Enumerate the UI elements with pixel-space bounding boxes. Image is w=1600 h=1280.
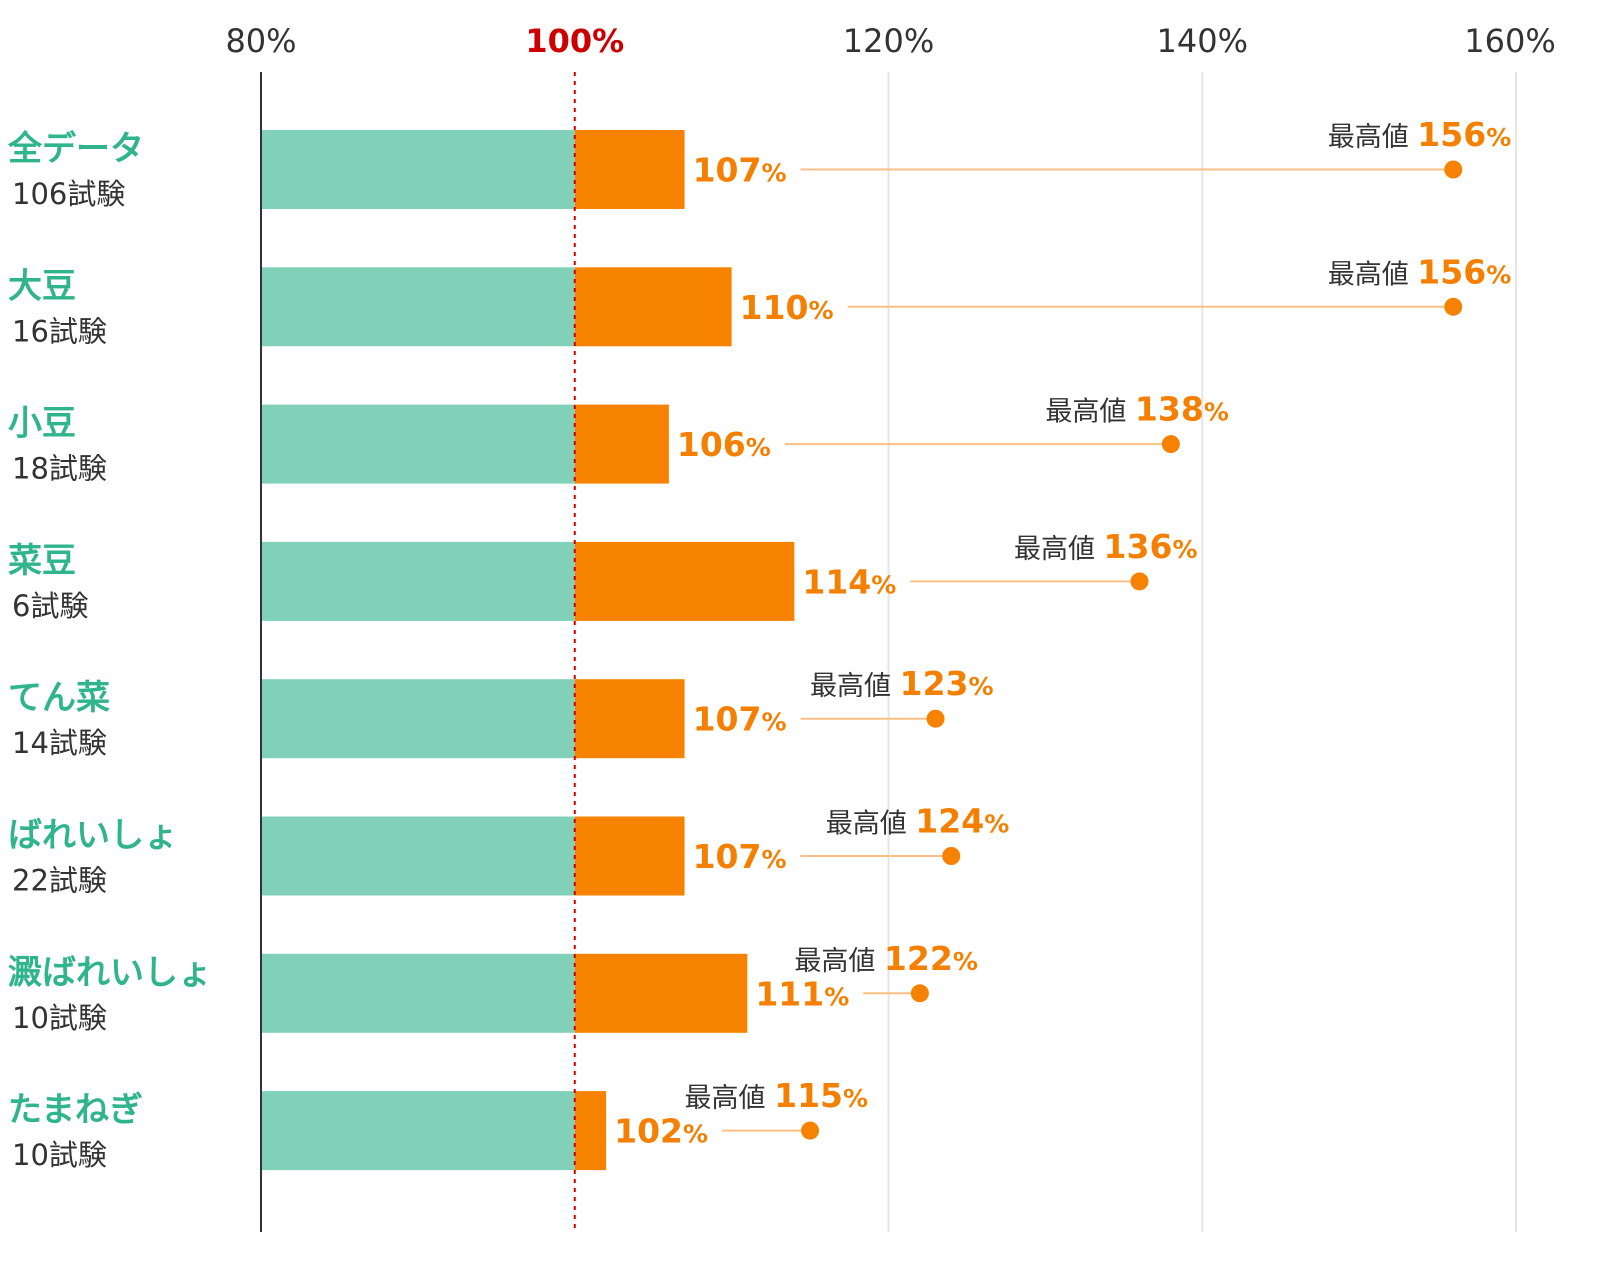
bar-value-label: 110% xyxy=(740,288,834,327)
bars xyxy=(261,130,795,1171)
tick-label: 140% xyxy=(1157,22,1248,60)
max-value-number: 156 xyxy=(1417,115,1486,154)
bar-increase xyxy=(574,816,685,896)
max-value-marker xyxy=(1161,435,1180,454)
bar-baseline xyxy=(261,267,575,347)
bar-baseline xyxy=(261,404,575,484)
max-value-marker xyxy=(942,847,961,865)
category-name: 全データ xyxy=(7,129,144,169)
tick-label: 160% xyxy=(1464,22,1555,60)
bar-baseline xyxy=(261,816,575,896)
max-value-marker xyxy=(926,709,945,728)
max-value-unit: % xyxy=(1486,123,1511,152)
value-labels: 107% 最高値 156% 110% 最高値 156% 106% 最高値 138% 114%… xyxy=(614,115,1511,1151)
category-name: たまねぎ xyxy=(8,1090,143,1130)
category-name: 澱ばれいしょ xyxy=(8,953,212,993)
category-trials: 22試験 xyxy=(12,864,107,898)
category-trials: 6試験 xyxy=(12,589,88,623)
bar-baseline xyxy=(261,953,575,1033)
max-value-unit: % xyxy=(843,1084,868,1113)
category-trials: 14試験 xyxy=(12,726,107,760)
bar-increase xyxy=(574,267,732,347)
bar-increase xyxy=(574,953,748,1033)
category-name: 大豆 xyxy=(8,266,76,306)
category-trials: 18試験 xyxy=(12,452,107,486)
max-value-unit: % xyxy=(984,810,1009,839)
max-value-label: 最高値 136% xyxy=(1014,527,1198,566)
bar-baseline xyxy=(261,130,575,209)
max-value-number: 156 xyxy=(1417,252,1486,291)
max-value-unit: % xyxy=(969,672,994,701)
bar-value-label: 111% xyxy=(755,974,849,1013)
bar-increase xyxy=(574,541,795,621)
bar-value-unit: % xyxy=(761,159,786,188)
max-value-number: 115 xyxy=(774,1076,843,1115)
grid-lines xyxy=(887,72,1517,1232)
max-value-marker xyxy=(801,1121,820,1140)
max-value-number: 138 xyxy=(1135,390,1204,429)
tick-label: 80% xyxy=(225,22,296,60)
category-trials: 106試験 xyxy=(12,177,125,211)
max-value-marker xyxy=(1444,160,1463,179)
bar-baseline xyxy=(261,1091,575,1171)
category-name: 菜豆 xyxy=(8,541,76,581)
max-value-number: 136 xyxy=(1104,527,1173,566)
max-value-number: 123 xyxy=(900,664,969,703)
bar-value-unit: % xyxy=(824,982,849,1011)
bar-value-unit: % xyxy=(809,296,834,325)
max-value-unit: % xyxy=(953,947,978,976)
category-name: てん菜 xyxy=(8,678,110,718)
bar-value-unit: % xyxy=(683,1120,708,1149)
max-value-marker xyxy=(1444,297,1463,316)
reference-tick-label: 100% xyxy=(525,22,624,60)
category-trials: 10試験 xyxy=(12,1138,107,1172)
bar-increase xyxy=(574,130,685,209)
bar-baseline xyxy=(261,541,575,621)
bar-value-label: 107% xyxy=(693,837,787,876)
category-trials: 16試験 xyxy=(12,314,107,348)
bar-value-unit: % xyxy=(761,845,786,874)
category-trials: 10試験 xyxy=(12,1001,107,1035)
max-value-label: 最高値 115% xyxy=(685,1076,869,1115)
bar-increase xyxy=(574,1091,607,1171)
bar-baseline xyxy=(261,679,575,759)
max-value-number: 122 xyxy=(884,939,953,978)
bar-value-label: 114% xyxy=(802,562,896,601)
bar-value-unit: % xyxy=(746,433,771,462)
max-value-marker xyxy=(910,984,929,1003)
max-value-unit: % xyxy=(1172,535,1197,564)
category-name: ばれいしょ xyxy=(8,816,178,856)
max-value-unit: % xyxy=(1204,398,1229,427)
category-name: 小豆 xyxy=(8,404,76,444)
max-value-label: 最高値 156% xyxy=(1328,115,1512,154)
max-value-label: 最高値 123% xyxy=(810,664,994,703)
bar-value-label: 106% xyxy=(677,425,771,464)
max-value-label: 最高値 122% xyxy=(794,939,978,978)
x-axis-ticks: 80% 100% 120% 140% 160% xyxy=(225,22,1555,60)
bar-increase xyxy=(574,679,685,759)
max-value-label: 最高値 138% xyxy=(1045,390,1229,429)
bar-increase xyxy=(574,404,669,484)
max-value-label: 最高値 156% xyxy=(1328,252,1512,291)
bar-value-label: 102% xyxy=(614,1112,708,1151)
max-value-label: 最高値 124% xyxy=(826,802,1010,841)
bar-value-label: 107% xyxy=(693,151,787,190)
max-value-number: 124 xyxy=(915,802,984,841)
tick-label: 120% xyxy=(843,22,934,60)
bar-value-label: 107% xyxy=(693,700,787,739)
max-value-unit: % xyxy=(1486,260,1511,289)
bar-value-unit: % xyxy=(761,708,786,737)
max-value-marker xyxy=(1130,572,1149,591)
bar-value-unit: % xyxy=(871,570,896,599)
